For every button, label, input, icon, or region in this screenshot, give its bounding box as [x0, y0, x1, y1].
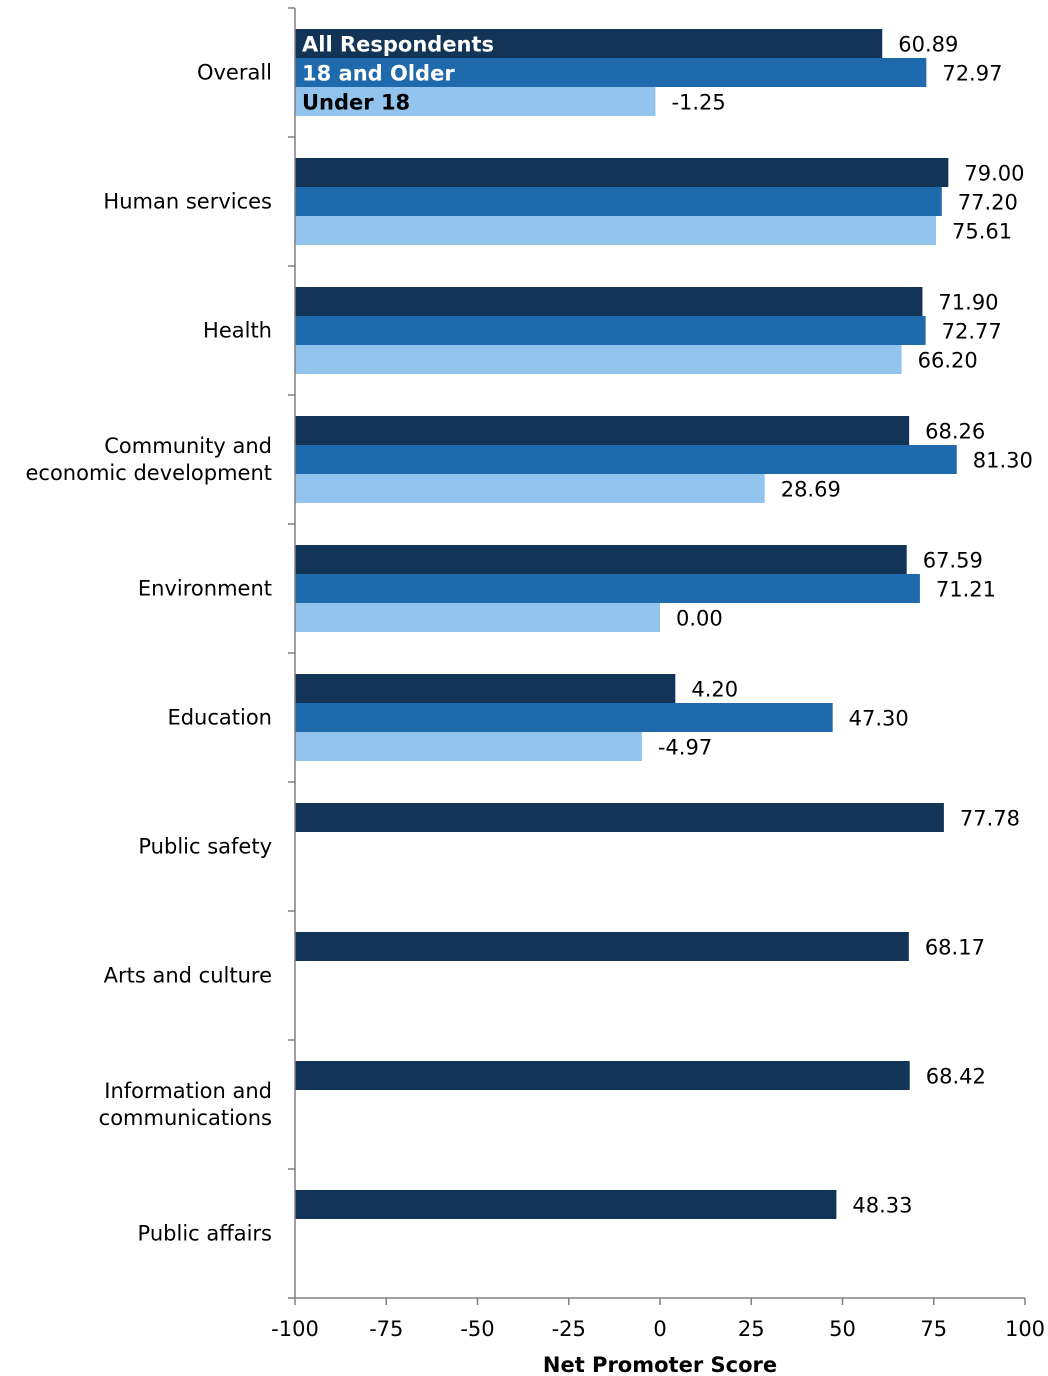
x-tick-label: -100 [271, 1317, 319, 1341]
bar-2-1 [295, 216, 936, 245]
bar-2-2 [295, 345, 902, 374]
x-tick-label: 0 [653, 1317, 666, 1341]
data-label: 47.30 [849, 707, 909, 731]
data-label: 4.20 [691, 678, 738, 702]
bar-0-2 [295, 287, 923, 316]
x-tick-label: 100 [1005, 1317, 1045, 1341]
x-tick-label: 50 [829, 1317, 856, 1341]
bar-1-1 [295, 187, 942, 216]
category-label: Information and [104, 1079, 272, 1103]
legend-label: 18 and Older [302, 62, 455, 86]
bar-0-0 [295, 29, 883, 58]
x-tick-label: 25 [738, 1317, 765, 1341]
category-label: Overall [197, 61, 272, 85]
category-label: Education [167, 706, 272, 730]
bar-0-8 [295, 1061, 910, 1090]
labels-layer: 60.89 72.97 -1.25 Overall 79.00 77.20 75.61 Hum… [25, 33, 1032, 1246]
bar-1-0 [295, 58, 927, 87]
data-label: 75.61 [952, 220, 1012, 244]
bar-2-5 [295, 732, 642, 761]
category-label: Public affairs [138, 1222, 272, 1246]
x-tick-label: -75 [369, 1317, 403, 1341]
category-label: Arts and culture [104, 964, 272, 988]
data-label: 79.00 [964, 162, 1024, 186]
x-tick-label: 75 [920, 1317, 947, 1341]
bar-0-6 [295, 803, 944, 832]
x-tick-label: -25 [552, 1317, 586, 1341]
bar-2-0 [295, 87, 656, 116]
data-label: 48.33 [852, 1194, 912, 1218]
data-label: 72.97 [942, 62, 1002, 86]
bar-0-5 [295, 674, 676, 703]
data-label: 67.59 [923, 549, 983, 573]
bar-2-4 [295, 603, 660, 632]
category-label: Public safety [138, 835, 272, 859]
legend-label: Under 18 [302, 91, 410, 115]
data-label: 72.77 [942, 320, 1002, 344]
bar-0-9 [295, 1190, 837, 1219]
data-label: 28.69 [781, 478, 841, 502]
category-label: Environment [138, 577, 272, 601]
bar-1-2 [295, 316, 926, 345]
x-tick-label: -50 [460, 1317, 494, 1341]
data-label: -1.25 [671, 91, 725, 115]
bar-1-4 [295, 574, 920, 603]
x-axis-title: Net Promoter Score [543, 1353, 777, 1376]
bar-0-7 [295, 932, 909, 961]
data-label: 60.89 [898, 33, 958, 57]
bars-layer [295, 29, 957, 1219]
data-label: 68.42 [926, 1065, 986, 1089]
category-label: Community and [104, 434, 272, 458]
category-label: Human services [103, 190, 272, 214]
bar-0-4 [295, 545, 907, 574]
data-label: 0.00 [676, 607, 723, 631]
bar-0-3 [295, 416, 910, 445]
data-label: 68.26 [925, 420, 985, 444]
category-label: communications [99, 1106, 272, 1130]
bar-1-3 [295, 445, 957, 474]
bar-2-3 [295, 474, 765, 503]
data-label: 71.90 [938, 291, 998, 315]
data-label: 66.20 [918, 349, 978, 373]
category-label: economic development [25, 461, 272, 485]
data-label: 71.21 [936, 578, 996, 602]
data-label: 68.17 [925, 936, 985, 960]
bar-1-5 [295, 703, 833, 732]
axes-layer: -100 -75 -50 -25 0 25 50 75 100 [271, 7, 1045, 1341]
data-label: 81.30 [973, 449, 1033, 473]
data-label: -4.97 [658, 736, 712, 760]
bar-0-1 [295, 158, 949, 187]
data-label: 77.78 [960, 807, 1020, 831]
legend-label: All Respondents [302, 33, 494, 57]
data-label: 77.20 [958, 191, 1018, 215]
legend-layer: All Respondents 18 and Older Under 18 [302, 33, 494, 115]
category-label: Health [203, 319, 272, 343]
